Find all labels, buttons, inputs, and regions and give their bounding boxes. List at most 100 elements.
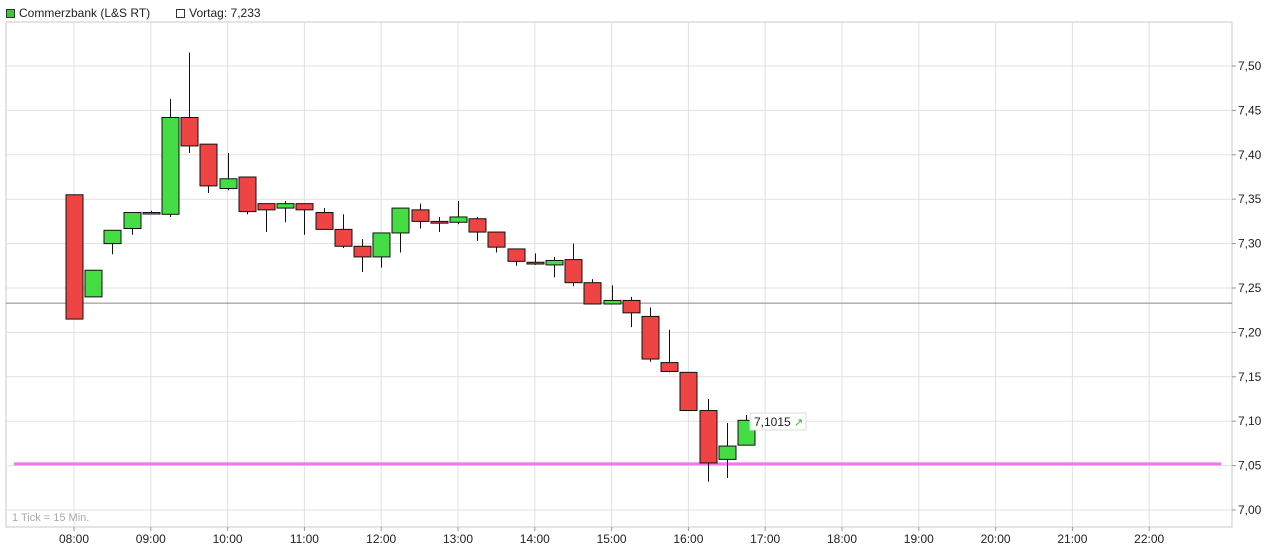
candle-body — [718, 445, 737, 460]
y-tick-label: 7,10 — [1238, 414, 1262, 428]
y-tick-label: 7,30 — [1238, 237, 1262, 251]
x-tick-label: 14:00 — [520, 532, 550, 546]
candle-body — [391, 207, 410, 234]
y-tick-label: 7,00 — [1238, 503, 1262, 517]
series-label: Commerzbank (L&S RT) — [19, 6, 151, 20]
last-price-label: 7,1015 — [754, 415, 791, 429]
candle-up — [718, 422, 737, 479]
x-tick-label: 10:00 — [213, 532, 243, 546]
legend-item-series: Commerzbank (L&S RT) — [6, 6, 150, 20]
candles — [65, 52, 756, 482]
legend: Commerzbank (L&S RT) Vortag: 7,233 — [6, 4, 287, 22]
candle-body — [545, 259, 564, 266]
candle-down — [180, 52, 199, 154]
x-tick-label: 16:00 — [673, 532, 703, 546]
x-tick-label: 21:00 — [1057, 532, 1087, 546]
candle-body — [142, 212, 161, 215]
candle-body — [295, 203, 314, 211]
x-tick-label: 13:00 — [443, 532, 473, 546]
candle-down — [65, 194, 84, 320]
candle-up — [161, 98, 180, 217]
y-tick-label: 7,05 — [1238, 459, 1262, 473]
x-tick-label: 12:00 — [366, 532, 396, 546]
reference-swatch — [176, 8, 186, 18]
candle-body — [315, 212, 334, 230]
candle-body — [65, 194, 84, 320]
candle-body — [411, 209, 430, 222]
x-tick-label: 19:00 — [904, 532, 934, 546]
y-tick-label: 7,45 — [1238, 103, 1262, 117]
candle-body — [103, 229, 122, 245]
candle-down — [526, 253, 545, 265]
candle-body — [468, 218, 487, 233]
candle-up — [603, 285, 622, 305]
candle-body — [199, 143, 218, 187]
candle-body — [180, 117, 199, 147]
candle-up — [123, 212, 142, 235]
candle-up — [449, 200, 468, 225]
candle-down — [679, 371, 698, 412]
candle-up — [219, 153, 238, 191]
candle-body — [487, 231, 506, 248]
last-price-tag: 7,1015 ↗ — [749, 412, 807, 431]
candle-body — [123, 212, 142, 230]
legend-item-reference: Vortag: 7,233 — [176, 6, 261, 20]
candle-body — [526, 261, 545, 265]
candle-down — [334, 214, 353, 249]
candle-body — [334, 228, 353, 247]
trend-up-icon: ↗ — [794, 417, 803, 429]
candle-body — [84, 269, 103, 298]
candle-body — [583, 282, 602, 305]
candle-body — [679, 371, 698, 412]
candle-body — [219, 178, 238, 190]
x-tick-label: 22:00 — [1134, 532, 1164, 546]
y-tick-label: 7,50 — [1238, 59, 1262, 73]
candle-body — [564, 259, 583, 284]
x-tick-label: 11:00 — [290, 532, 319, 546]
candle-down — [353, 239, 372, 273]
candle-down — [468, 216, 487, 241]
candle-body — [622, 299, 641, 314]
candle-body — [603, 299, 622, 305]
candle-body — [238, 176, 257, 213]
candle-down — [411, 203, 430, 229]
candle-up — [103, 229, 122, 255]
candle-body — [257, 203, 276, 211]
x-tick-label: 09:00 — [136, 532, 166, 546]
candle-body — [353, 245, 372, 258]
x-tick-label: 18:00 — [827, 532, 857, 546]
candle-up — [391, 207, 410, 253]
x-tick-label: 20:00 — [981, 532, 1011, 546]
candle-down — [199, 143, 218, 193]
candle-body — [660, 362, 679, 372]
candle-body — [372, 232, 391, 258]
candle-down — [699, 399, 718, 482]
candle-down — [641, 307, 660, 362]
x-tick-label: 15:00 — [597, 532, 627, 546]
candle-body — [161, 117, 180, 215]
candle-down — [238, 176, 257, 215]
candle-down — [315, 208, 334, 230]
y-tick-label: 7,15 — [1238, 370, 1262, 384]
y-axis: 7,50 7,45 7,40 7,35 7,30 7,25 7,20 7,15 7,10 7,05… — [1232, 59, 1262, 517]
candle-body — [430, 220, 449, 224]
tick-interval-note: 1 Tick = 15 Min. — [12, 512, 89, 524]
y-tick-label: 7,35 — [1238, 192, 1262, 206]
x-axis: 08:00 09:00 10:00 11:00 12:00 13:00 14:00 15:00… — [59, 527, 1165, 546]
candle-body — [699, 410, 718, 464]
candle-down — [430, 216, 449, 233]
candle-up — [372, 232, 391, 268]
plot-area — [5, 21, 1233, 528]
series-swatch — [6, 8, 15, 18]
y-tick-label: 7,20 — [1238, 325, 1262, 339]
reference-label: Vortag: 7,233 — [189, 6, 261, 20]
y-tick-label: 7,25 — [1238, 281, 1262, 295]
candle-down — [507, 248, 526, 266]
candle-down — [622, 296, 641, 328]
candle-down — [295, 203, 314, 235]
candle-down — [257, 203, 276, 233]
candle-up — [142, 210, 161, 215]
x-tick-label: 17:00 — [750, 532, 780, 546]
candle-down — [487, 231, 506, 253]
